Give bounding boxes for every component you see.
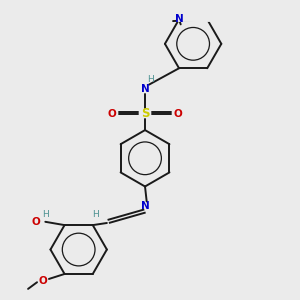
- Text: O: O: [39, 276, 47, 286]
- Text: O: O: [107, 109, 116, 118]
- Text: O: O: [32, 217, 41, 227]
- Text: H: H: [42, 210, 49, 219]
- Text: H: H: [148, 75, 154, 84]
- Text: N: N: [141, 201, 149, 212]
- Text: O: O: [174, 109, 183, 118]
- Text: H: H: [92, 210, 99, 219]
- Text: S: S: [141, 107, 149, 120]
- Text: N: N: [175, 14, 183, 24]
- Text: N: N: [141, 84, 149, 94]
